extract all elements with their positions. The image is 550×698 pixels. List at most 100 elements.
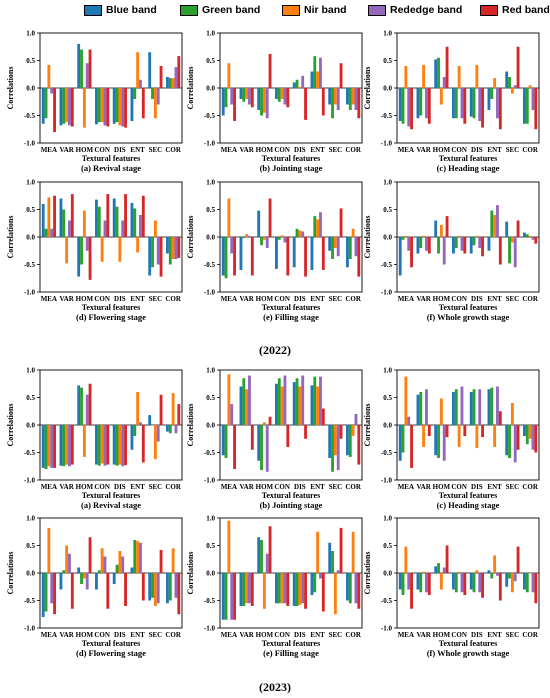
y-tick-label: 0.0: [26, 85, 35, 93]
x-tick-label: ENT: [487, 295, 502, 303]
bar: [481, 88, 484, 128]
bar: [88, 237, 92, 280]
bar: [257, 88, 261, 110]
bar: [103, 556, 107, 573]
bar: [166, 237, 169, 254]
bar: [221, 425, 225, 456]
legend-label: Nir band: [304, 4, 347, 16]
bar: [239, 88, 243, 99]
y-tick-label: 0.5: [383, 57, 392, 65]
bar: [346, 573, 349, 601]
y-tick-label: -0.5: [204, 112, 216, 120]
bar: [416, 573, 420, 590]
bar: [168, 78, 172, 88]
bar: [351, 228, 355, 237]
bar: [171, 393, 175, 425]
bar: [304, 237, 307, 277]
bar: [346, 88, 349, 105]
bar: [434, 59, 438, 88]
bar: [336, 237, 340, 257]
bar: [510, 88, 514, 94]
bar: [493, 425, 497, 447]
bar: [445, 46, 449, 88]
bar: [262, 422, 266, 425]
bar-chart-panel: -1.0 -0.5 0.0 0.5 1.0 MEA VAR HOM CON DIS ENT SEC CO…: [6, 179, 183, 322]
bar: [516, 425, 520, 450]
bar: [174, 425, 178, 434]
x-tick-label: HOM: [256, 295, 274, 303]
bar: [280, 235, 284, 237]
bar: [498, 411, 502, 425]
bar: [493, 555, 497, 573]
bar: [275, 573, 278, 604]
x-tick-label: COR: [345, 295, 362, 303]
bar: [136, 52, 140, 88]
bar: [354, 573, 358, 604]
bar: [490, 210, 494, 237]
bar: [53, 573, 56, 615]
bar: [490, 573, 494, 579]
bar: [348, 237, 352, 259]
bar: [106, 573, 110, 609]
bar: [262, 573, 266, 609]
y-tick-label: 0.5: [26, 542, 35, 550]
bar: [174, 573, 178, 598]
x-tick-label: SEC: [329, 295, 343, 303]
bar: [65, 237, 69, 264]
bar: [425, 389, 428, 425]
x-tick-label: HOM: [256, 146, 274, 154]
bar: [177, 237, 181, 258]
bar: [85, 573, 89, 590]
bar: [139, 422, 142, 425]
bar: [227, 520, 231, 573]
x-tick-label: DIS: [471, 483, 483, 491]
bar: [50, 88, 54, 94]
bar: [233, 237, 236, 276]
subplot-title: (a) Revival stage: [81, 500, 141, 510]
bar: [148, 573, 152, 601]
bar: [313, 376, 317, 425]
bar: [265, 237, 269, 248]
bar: [434, 425, 438, 456]
bar: [141, 425, 145, 463]
x-tick-label: SEC: [506, 483, 520, 491]
x-tick-label: SEC: [149, 295, 163, 303]
bar: [262, 88, 266, 113]
x-tick-label: CON: [94, 146, 110, 154]
bar: [151, 573, 154, 598]
bar: [88, 49, 92, 88]
y-tick-label: 0.5: [26, 206, 35, 214]
bar: [528, 425, 532, 439]
bar: [478, 573, 482, 593]
bar: [62, 88, 66, 124]
bar: [130, 425, 134, 450]
y-tick-label: -1.0: [204, 625, 216, 633]
x-tick-label: VAR: [416, 483, 431, 491]
bar: [460, 386, 464, 425]
bar: [59, 88, 63, 126]
bar: [310, 385, 314, 425]
bar: [427, 237, 431, 254]
x-tick-label: HOM: [256, 483, 274, 491]
bar-chart-panel: -1.0 -0.5 0.0 0.5 1.0 MEA VAR HOM CON DIS ENT SEC CO…: [186, 179, 363, 322]
bar: [310, 573, 314, 595]
bar: [262, 237, 266, 240]
bar: [505, 71, 509, 88]
x-axis-label: Textural features: [439, 639, 497, 648]
y-tick-label: 0.5: [383, 394, 392, 402]
bar: [475, 425, 479, 449]
y-axis-label: Correlations: [186, 404, 195, 447]
bar: [295, 573, 299, 606]
subplot-title: (d) Flowering stage: [76, 648, 146, 658]
y-tick-label: 0.5: [206, 57, 215, 65]
bar: [469, 237, 473, 254]
bar: [88, 537, 92, 573]
bar: [348, 573, 352, 604]
bar: [434, 220, 438, 237]
bar: [41, 88, 45, 124]
x-tick-label: SEC: [329, 631, 343, 639]
bar: [265, 425, 269, 472]
bar: [250, 425, 254, 450]
bar: [118, 551, 122, 573]
